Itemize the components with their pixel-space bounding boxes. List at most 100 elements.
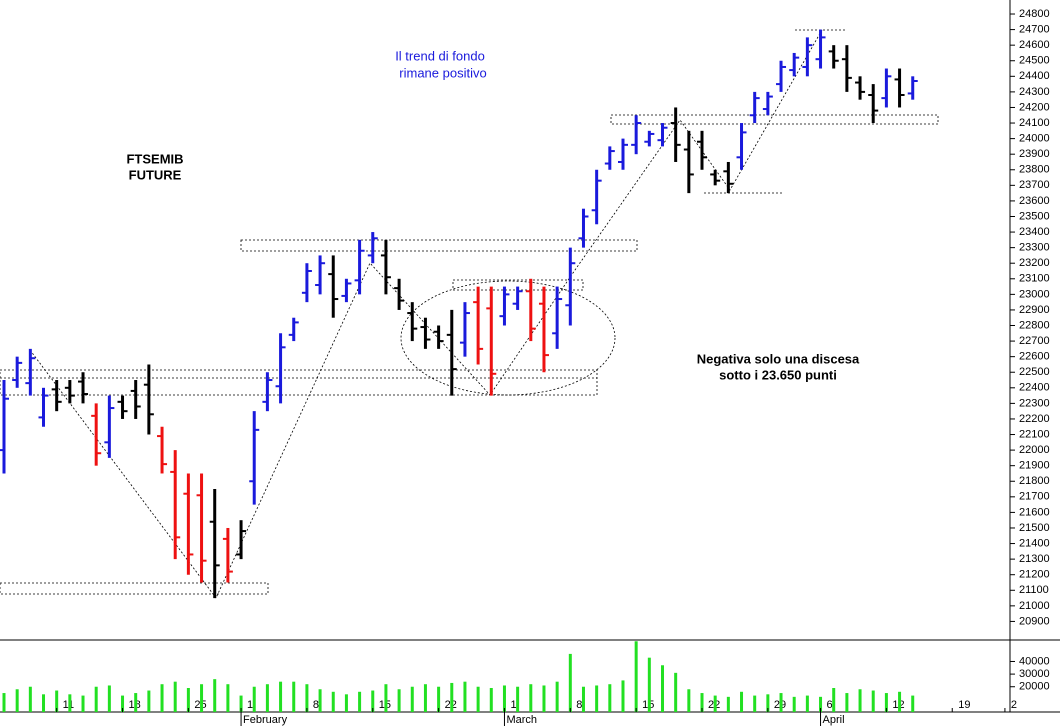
volume-bar	[265, 684, 269, 712]
y-tick-label: 23600	[1019, 195, 1050, 207]
x-tick-label: 1	[510, 699, 516, 711]
volume-bar	[740, 691, 744, 712]
volume-bar	[581, 686, 585, 712]
y-tick-label: 23500	[1019, 210, 1050, 222]
volume-bar	[911, 695, 915, 712]
volume-bar	[450, 682, 454, 712]
volume-bar	[121, 695, 125, 712]
volume-bar	[779, 693, 783, 712]
x-tick-label: 8	[576, 699, 582, 711]
volume-bar	[186, 688, 190, 712]
volume-bar	[674, 672, 678, 712]
month-label: February	[243, 714, 288, 726]
volume-bar	[331, 691, 335, 712]
volume-bar	[516, 686, 520, 712]
y-tick-label: 21600	[1019, 506, 1050, 518]
volume-bar	[634, 641, 638, 712]
volume-bar	[489, 688, 493, 712]
volume-y-tick-label: 30000	[1019, 668, 1050, 680]
volume-bar	[661, 665, 664, 712]
volume-bar	[832, 688, 836, 712]
y-tick-label: 24700	[1019, 23, 1050, 35]
y-tick-label: 22800	[1019, 319, 1050, 331]
y-tick-label: 21900	[1019, 460, 1050, 472]
y-tick-label: 24300	[1019, 86, 1050, 98]
y-tick-label: 22000	[1019, 444, 1050, 456]
resistance-box	[240, 239, 638, 252]
y-tick-label: 23700	[1019, 179, 1050, 191]
x-tick-label: 8	[313, 699, 319, 711]
chart-title: FUTURE	[129, 167, 182, 182]
volume-bar	[423, 684, 427, 712]
y-tick-label: 22200	[1019, 413, 1050, 425]
volume-bar	[397, 689, 401, 712]
y-tick-label: 22400	[1019, 382, 1050, 394]
annotation: Il trend di fondo	[395, 48, 485, 63]
volume-bar	[858, 689, 862, 712]
y-tick-label: 21300	[1019, 553, 1050, 565]
annotation: Negativa solo una discesa	[697, 351, 860, 366]
volume-bar	[726, 696, 730, 712]
x-tick-label: 1	[247, 699, 253, 711]
volume-bar	[502, 685, 506, 712]
volume-bar	[28, 686, 32, 712]
x-tick-label: 6	[827, 699, 833, 711]
volume-bar	[134, 693, 138, 712]
volume-bar	[595, 685, 599, 712]
y-tick-label: 24000	[1019, 133, 1050, 145]
volume-bar	[884, 693, 888, 712]
volume-bar	[147, 690, 151, 712]
annotation: sotto i 23.650 punti	[719, 367, 837, 382]
volume-bar	[845, 693, 849, 712]
volume-bar	[542, 685, 546, 712]
volume-bar	[2, 693, 6, 712]
volume-bar	[107, 685, 111, 712]
volume-bar	[318, 689, 322, 712]
annotation: rimane positivo	[399, 65, 486, 80]
volume-bar	[687, 689, 691, 712]
y-tick-label: 21000	[1019, 600, 1050, 612]
volume-bar	[621, 680, 625, 712]
volume-bar	[476, 686, 480, 712]
y-tick-label: 24800	[1019, 8, 1050, 20]
volume-bar	[55, 690, 59, 712]
y-tick-label: 23000	[1019, 288, 1050, 300]
volume-bar	[160, 684, 164, 712]
support-box	[610, 114, 939, 125]
month-label: March	[506, 714, 537, 726]
volume-bar	[608, 684, 612, 712]
volume-bar	[384, 684, 388, 712]
y-tick-label: 22600	[1019, 351, 1050, 363]
y-tick-label: 23100	[1019, 273, 1050, 285]
volume-bar	[81, 695, 85, 712]
volume-bar	[239, 695, 243, 712]
month-label: April	[823, 714, 845, 726]
x-tick-label: 2	[1011, 699, 1017, 711]
volume-bar	[871, 690, 875, 712]
y-tick-label: 22700	[1019, 335, 1050, 347]
y-tick-label: 23300	[1019, 242, 1050, 254]
volume-bar	[753, 695, 757, 712]
volume-bar	[305, 684, 309, 712]
volume-bar	[766, 694, 770, 712]
y-tick-label: 21200	[1019, 569, 1050, 581]
volume-bar	[94, 686, 98, 712]
volume-bar	[437, 686, 441, 712]
support-box	[0, 582, 269, 595]
volume-bar	[463, 681, 467, 712]
volume-y-tick-label: 20000	[1019, 681, 1050, 693]
y-tick-label: 21800	[1019, 475, 1050, 487]
volume-bar	[647, 657, 651, 712]
y-tick-label: 24400	[1019, 70, 1050, 82]
y-tick-label: 21100	[1019, 584, 1049, 596]
volume-bar	[252, 686, 256, 712]
volume-bar	[173, 681, 177, 712]
y-tick-label: 21500	[1019, 522, 1050, 534]
volume-bar	[344, 694, 348, 712]
volume-bar	[226, 684, 230, 712]
volume-bar	[805, 695, 809, 712]
x-tick-label: 19	[958, 699, 970, 711]
y-tick-label: 23900	[1019, 148, 1050, 160]
y-tick-label: 24100	[1019, 117, 1050, 129]
y-tick-label: 21400	[1019, 537, 1050, 549]
